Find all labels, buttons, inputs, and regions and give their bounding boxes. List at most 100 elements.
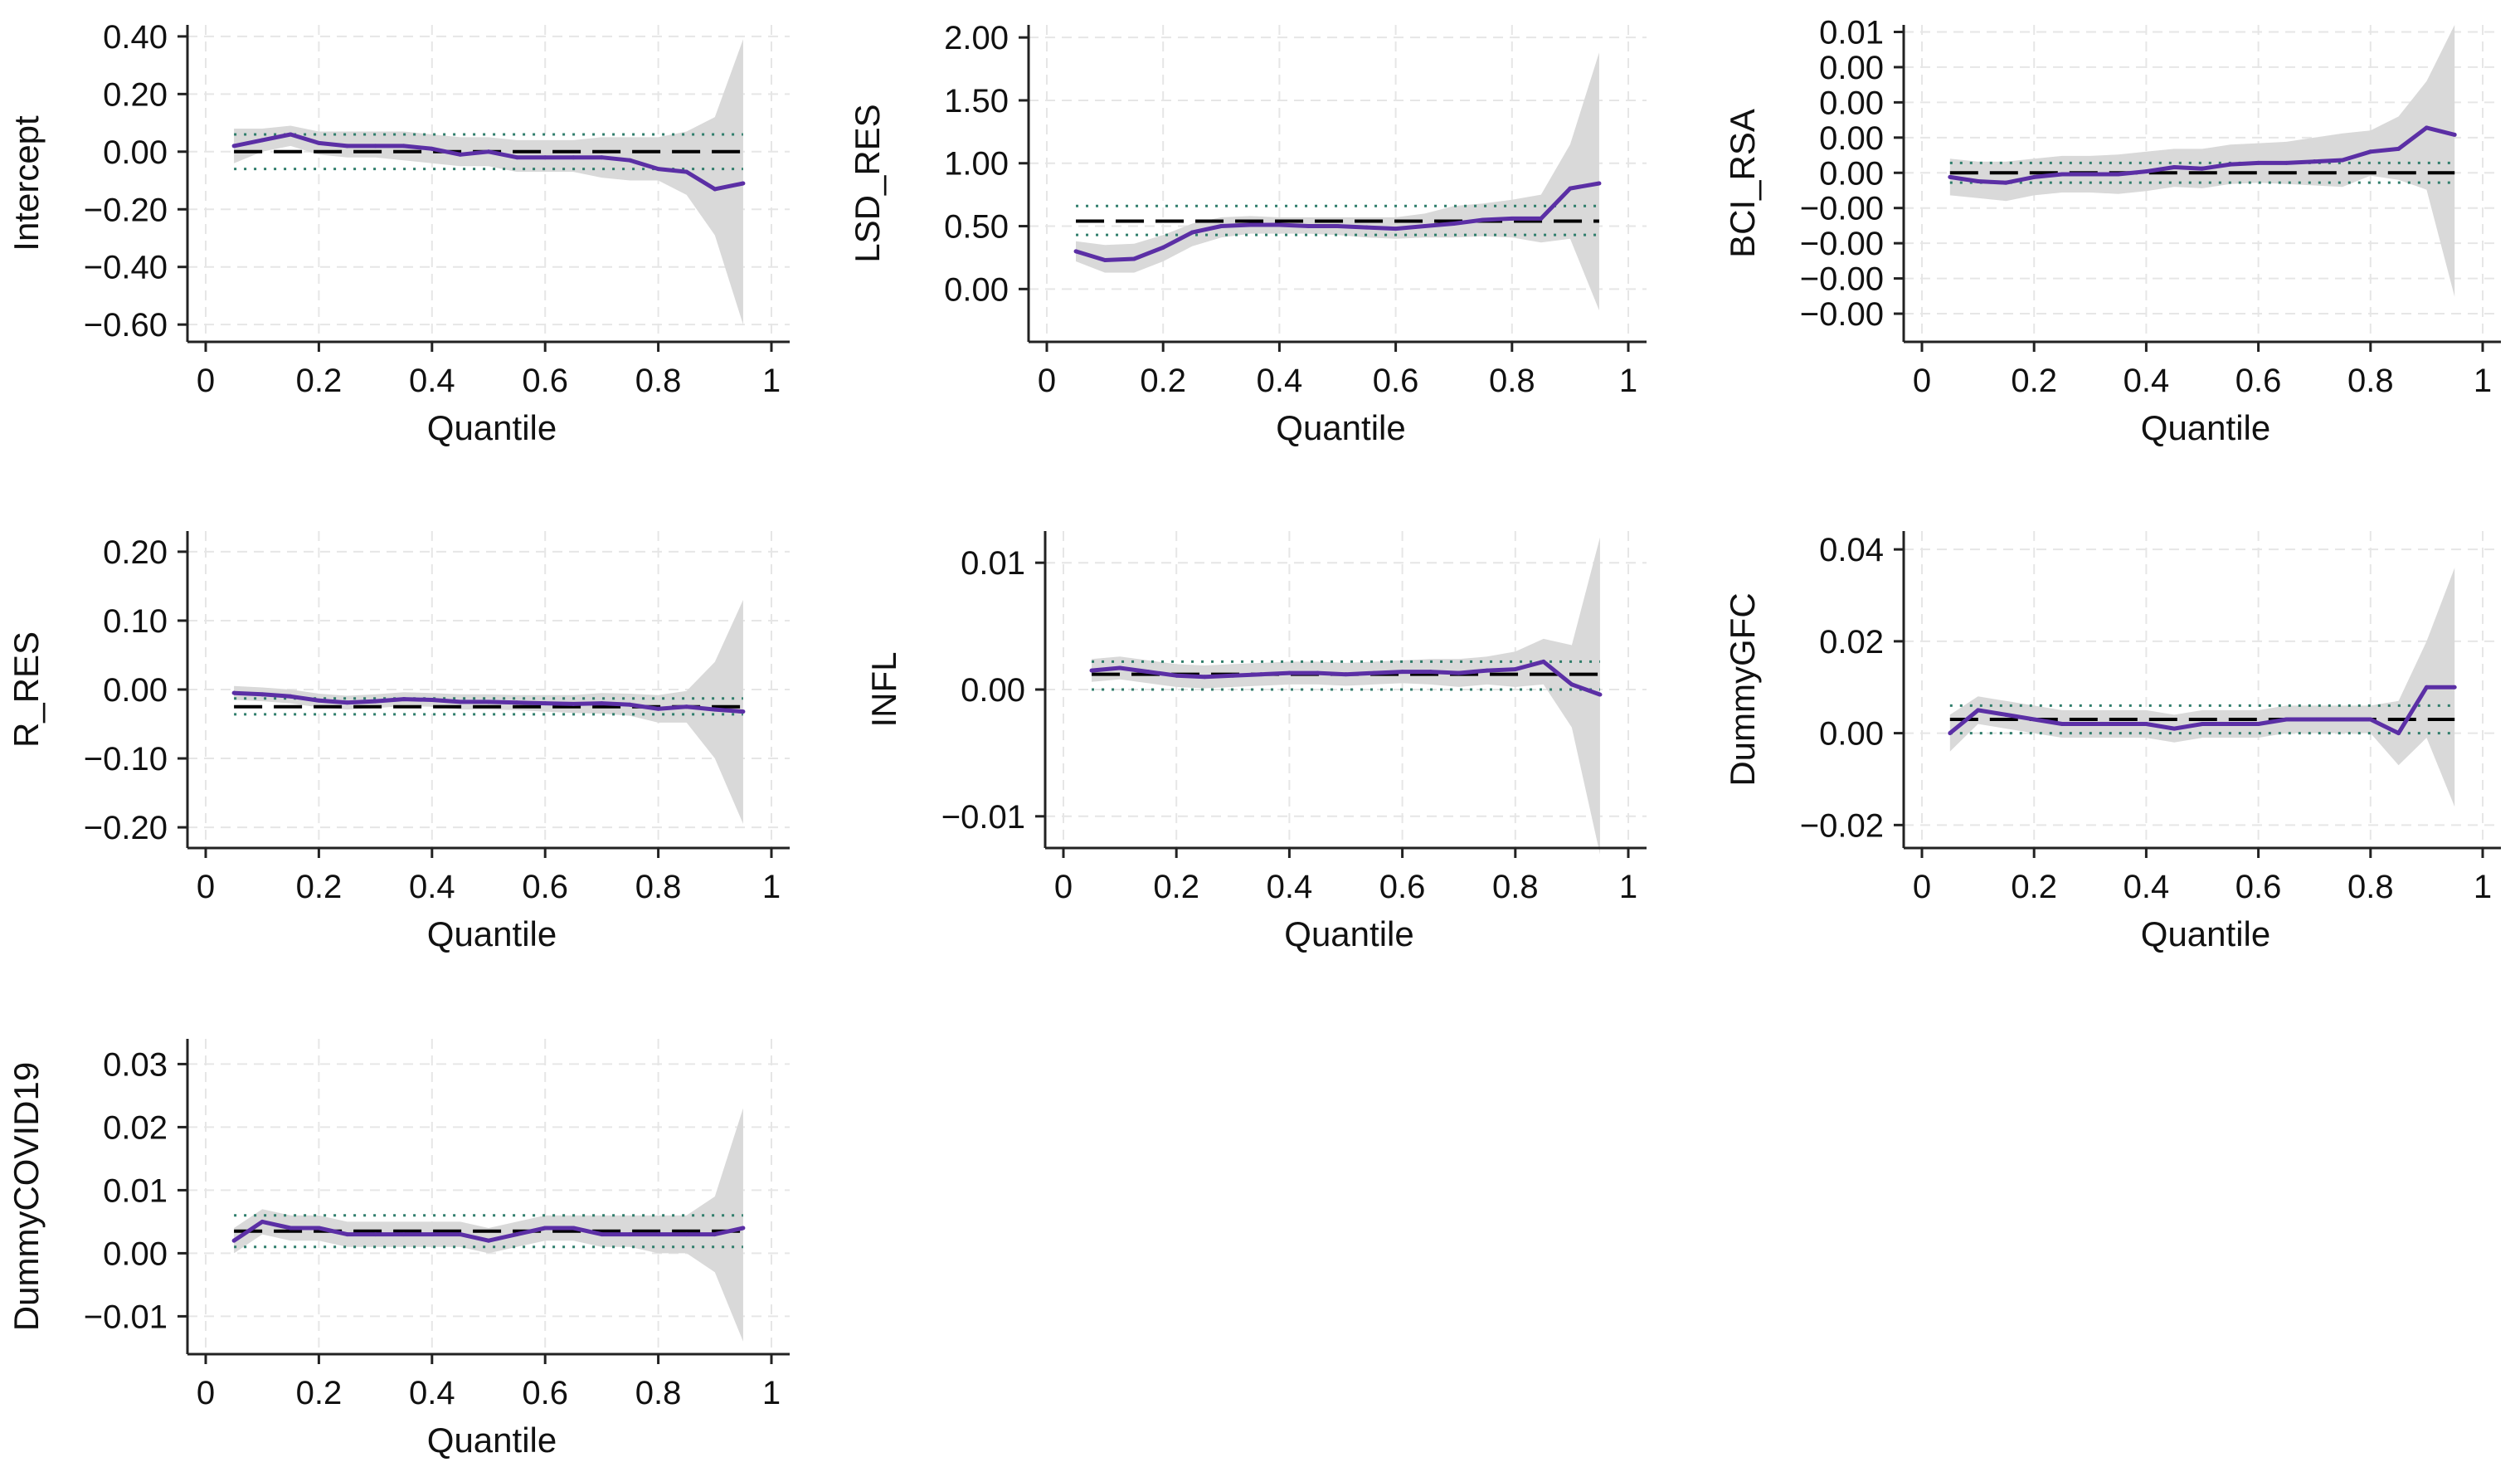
x-tick-label: 1 xyxy=(2474,363,2492,399)
y-tick-label: −0.00 xyxy=(1800,191,1884,227)
x-tick-label: 0.4 xyxy=(409,1375,455,1411)
x-tick-label: 0.6 xyxy=(522,869,568,905)
quantile-estimate-point xyxy=(599,155,604,160)
x-tick-label: 0 xyxy=(197,869,215,905)
quantile-estimate-point xyxy=(628,702,632,707)
x-tick-label: 0.2 xyxy=(296,869,343,905)
y-tick-label: 0.00 xyxy=(1819,85,1884,121)
y-tick-label: 0.02 xyxy=(103,1109,168,1146)
y-tick-label: 0.00 xyxy=(944,271,1009,308)
x-tick-label: 0.2 xyxy=(2011,363,2057,399)
quantile-estimate-point xyxy=(288,132,293,137)
quantile-estimate-point xyxy=(599,1232,604,1237)
quantile-estimate-point xyxy=(1073,249,1078,254)
panel-infl: 0.01 0.00 −0.01 0 0.2 0.4 0.6 0.8 1 Quantile INFL xyxy=(864,531,1647,953)
quantile-estimate-point xyxy=(345,144,349,149)
y-tick-label: −0.01 xyxy=(941,799,1025,836)
quantile-estimate-point xyxy=(2143,722,2148,727)
x-axis-title: Quantile xyxy=(427,408,557,447)
quantile-estimate-point xyxy=(2284,717,2289,722)
quantile-estimate-point xyxy=(713,707,718,712)
x-tick-label: 0.2 xyxy=(296,1375,343,1411)
quantile-estimate-point xyxy=(2284,160,2289,165)
quantile-estimate-point xyxy=(1248,222,1253,227)
quantile-estimate-point xyxy=(2228,162,2233,167)
x-tick-label: 1 xyxy=(1619,363,1637,399)
quantile-estimate-point xyxy=(1485,668,1490,673)
y-tick-label: 0.01 xyxy=(961,545,1025,582)
panel-dummycovid19: 0.03 0.02 0.01 0.00 −0.01 0 0.2 0.4 0.6 0.8 1 Quant… xyxy=(7,1039,790,1460)
quantile-estimate-point xyxy=(2088,722,2093,727)
x-tick-label: 0.4 xyxy=(2124,363,2170,399)
y-tick-label: −0.20 xyxy=(84,192,168,228)
quantile-estimate-point xyxy=(373,144,378,149)
quantile-estimate-point xyxy=(1400,670,1405,675)
y-axis-title: LSD_RES xyxy=(848,104,887,262)
quantile-estimate-point xyxy=(542,1226,547,1231)
quantile-estimate-point xyxy=(2031,174,2036,179)
x-tick-label: 1 xyxy=(2474,869,2492,905)
quantile-estimate-point xyxy=(2200,166,2205,171)
y-tick-label: 1.50 xyxy=(944,83,1009,119)
quantile-estimate-point xyxy=(486,1238,491,1243)
quantile-estimate-point xyxy=(2060,172,2065,177)
quantile-estimate-point xyxy=(2003,180,2008,185)
quantile-estimate-point xyxy=(1481,217,1486,222)
y-tick-label: 0.00 xyxy=(961,672,1025,709)
quantile-estimate-point xyxy=(1394,227,1399,232)
quantile-estimate-point xyxy=(1335,224,1340,229)
y-tick-label: 0.20 xyxy=(103,534,168,571)
quantile-estimate-point xyxy=(542,701,547,706)
x-tick-label: 0.8 xyxy=(1492,869,1539,905)
quantile-estimate-point xyxy=(2256,160,2261,165)
x-tick-label: 0 xyxy=(197,363,215,399)
quantile-estimate-point xyxy=(1287,670,1292,675)
y-tick-label: 0.00 xyxy=(1819,155,1884,192)
y-tick-label: 0.00 xyxy=(1819,120,1884,157)
quantile-estimate-point xyxy=(1598,692,1603,697)
quantile-estimate-point xyxy=(2452,685,2457,690)
quantile-estimate-point xyxy=(2368,717,2373,722)
x-tick-label: 0 xyxy=(197,1375,215,1411)
x-tick-label: 0.4 xyxy=(409,869,455,905)
y-tick-label: 0.20 xyxy=(103,76,168,113)
quantile-estimate-point xyxy=(1457,670,1462,675)
quantile-estimate-point xyxy=(2031,717,2036,722)
quantile-estimate-point xyxy=(2396,146,2401,151)
y-tick-label: 0.00 xyxy=(1819,50,1884,86)
quantile-estimate-point xyxy=(458,699,463,704)
quantile-estimate-point xyxy=(486,699,491,704)
y-tick-label: −0.10 xyxy=(84,741,168,777)
y-tick-label: −0.20 xyxy=(84,810,168,846)
quantile-estimate-point xyxy=(1277,222,1282,227)
y-axis-title: BCI_RSA xyxy=(1723,109,1762,258)
y-tick-label: 0.01 xyxy=(1819,14,1884,51)
quantile-estimate-point xyxy=(288,1226,293,1231)
quantile-estimate-point xyxy=(741,1226,746,1231)
y-tick-label: −0.00 xyxy=(1800,261,1884,298)
quantile-estimate-point xyxy=(2228,722,2233,727)
x-tick-label: 0.6 xyxy=(1379,869,1426,905)
x-tick-label: 1 xyxy=(1619,869,1637,905)
quantile-estimate-point xyxy=(1569,682,1574,687)
x-axis-title: Quantile xyxy=(427,914,557,953)
grid xyxy=(1045,531,1647,848)
quantile-estimate-point xyxy=(1452,222,1457,227)
x-tick-label: 0.2 xyxy=(1140,363,1186,399)
x-axis-title: Quantile xyxy=(2141,408,2270,447)
quantile-estimate-point xyxy=(2116,172,2121,177)
x-tick-label: 0.2 xyxy=(296,363,343,399)
quantile-estimate-point xyxy=(231,144,236,149)
x-tick-label: 0.4 xyxy=(2124,869,2170,905)
y-axis-title: DummyCOVID19 xyxy=(7,1062,46,1331)
quantile-estimate-point xyxy=(1202,675,1207,680)
quantile-estimate-point xyxy=(713,1232,718,1237)
quantile-estimate-point xyxy=(1423,224,1428,229)
quantile-estimate-point xyxy=(2172,164,2177,169)
quantile-estimate-point xyxy=(599,701,604,706)
x-tick-label: 0 xyxy=(1054,869,1073,905)
y-tick-label: 0.40 xyxy=(103,19,168,56)
x-tick-label: 0.4 xyxy=(1267,869,1313,905)
y-tick-label: 0.00 xyxy=(103,1235,168,1272)
quantile-estimate-point xyxy=(741,181,746,186)
